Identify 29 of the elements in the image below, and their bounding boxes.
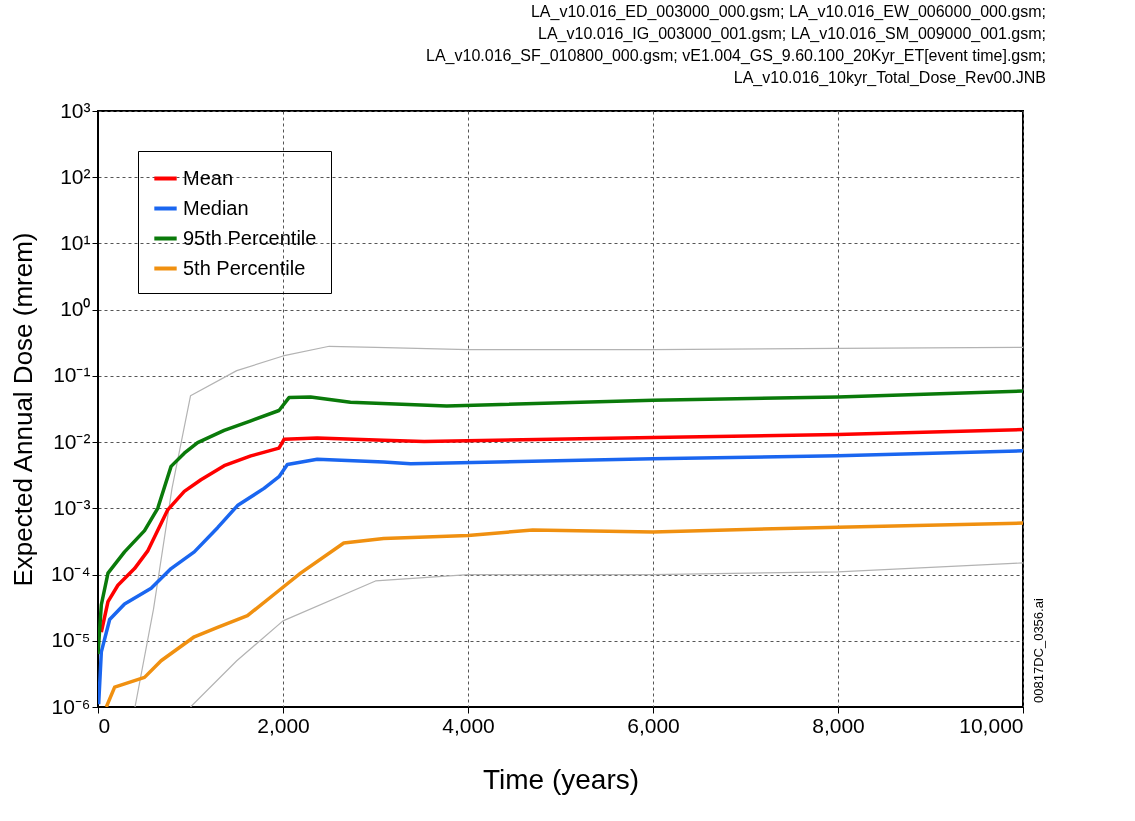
y-tick-label: 10⁻¹ — [53, 363, 91, 387]
y-tick-label: 10² — [60, 164, 91, 188]
y-tick-label: 10⁻⁴ — [51, 562, 91, 586]
y-tick-label: 10⁻⁶ — [51, 694, 91, 718]
x-tick-label: 2,000 — [257, 713, 310, 737]
y-tick-label: 10⁻⁵ — [51, 628, 91, 652]
x-tick-label: 6,000 — [627, 713, 680, 737]
x-axis-title: Time (years) — [482, 763, 640, 795]
x-tick-label: 10,000 — [959, 713, 1024, 737]
y-tick-label: 10¹ — [60, 230, 91, 254]
y-tick-label: 10⁻³ — [53, 495, 91, 519]
line-series — [104, 521, 1023, 707]
y-tick-label: 10⁻² — [53, 429, 91, 453]
y-tick-label: 10⁰ — [60, 297, 91, 321]
legend-label: Median — [183, 196, 249, 219]
x-tick-label: 8,000 — [812, 713, 865, 737]
chart-title: LA_v10.016_ED_003000_000.gsm; LA_v10.016_EW_006000_000.gsm; LA_v10.016_IG_003000_001.gsm; LA_v10.016_SM_009000_001.gsm; LA_v10.016_SF_010800_000.gsm; vE1.004_GS_9.60.100_20Kyr_ET[event time].gsm; LA_v10.016_10kyr_Total_Dose_Rev00.JNB — [426, 3, 1046, 87]
line-series — [98, 389, 1023, 656]
text: 00817DC_0356.ai — [1031, 598, 1046, 703]
y-tick-label: 10³ — [60, 98, 91, 122]
y-axis-title: Expected Annual Dose (mrem) — [8, 232, 39, 587]
x-tick-label: 0 — [98, 713, 111, 737]
legend-label: 95th Percentile — [183, 226, 317, 249]
line-series — [134, 345, 1023, 707]
x-tick-label: 4,000 — [442, 713, 495, 737]
legend-label: Mean — [183, 166, 234, 189]
legend-label: 5th Percentile — [183, 256, 306, 279]
line-series — [99, 427, 1023, 634]
line-series — [189, 562, 1023, 707]
